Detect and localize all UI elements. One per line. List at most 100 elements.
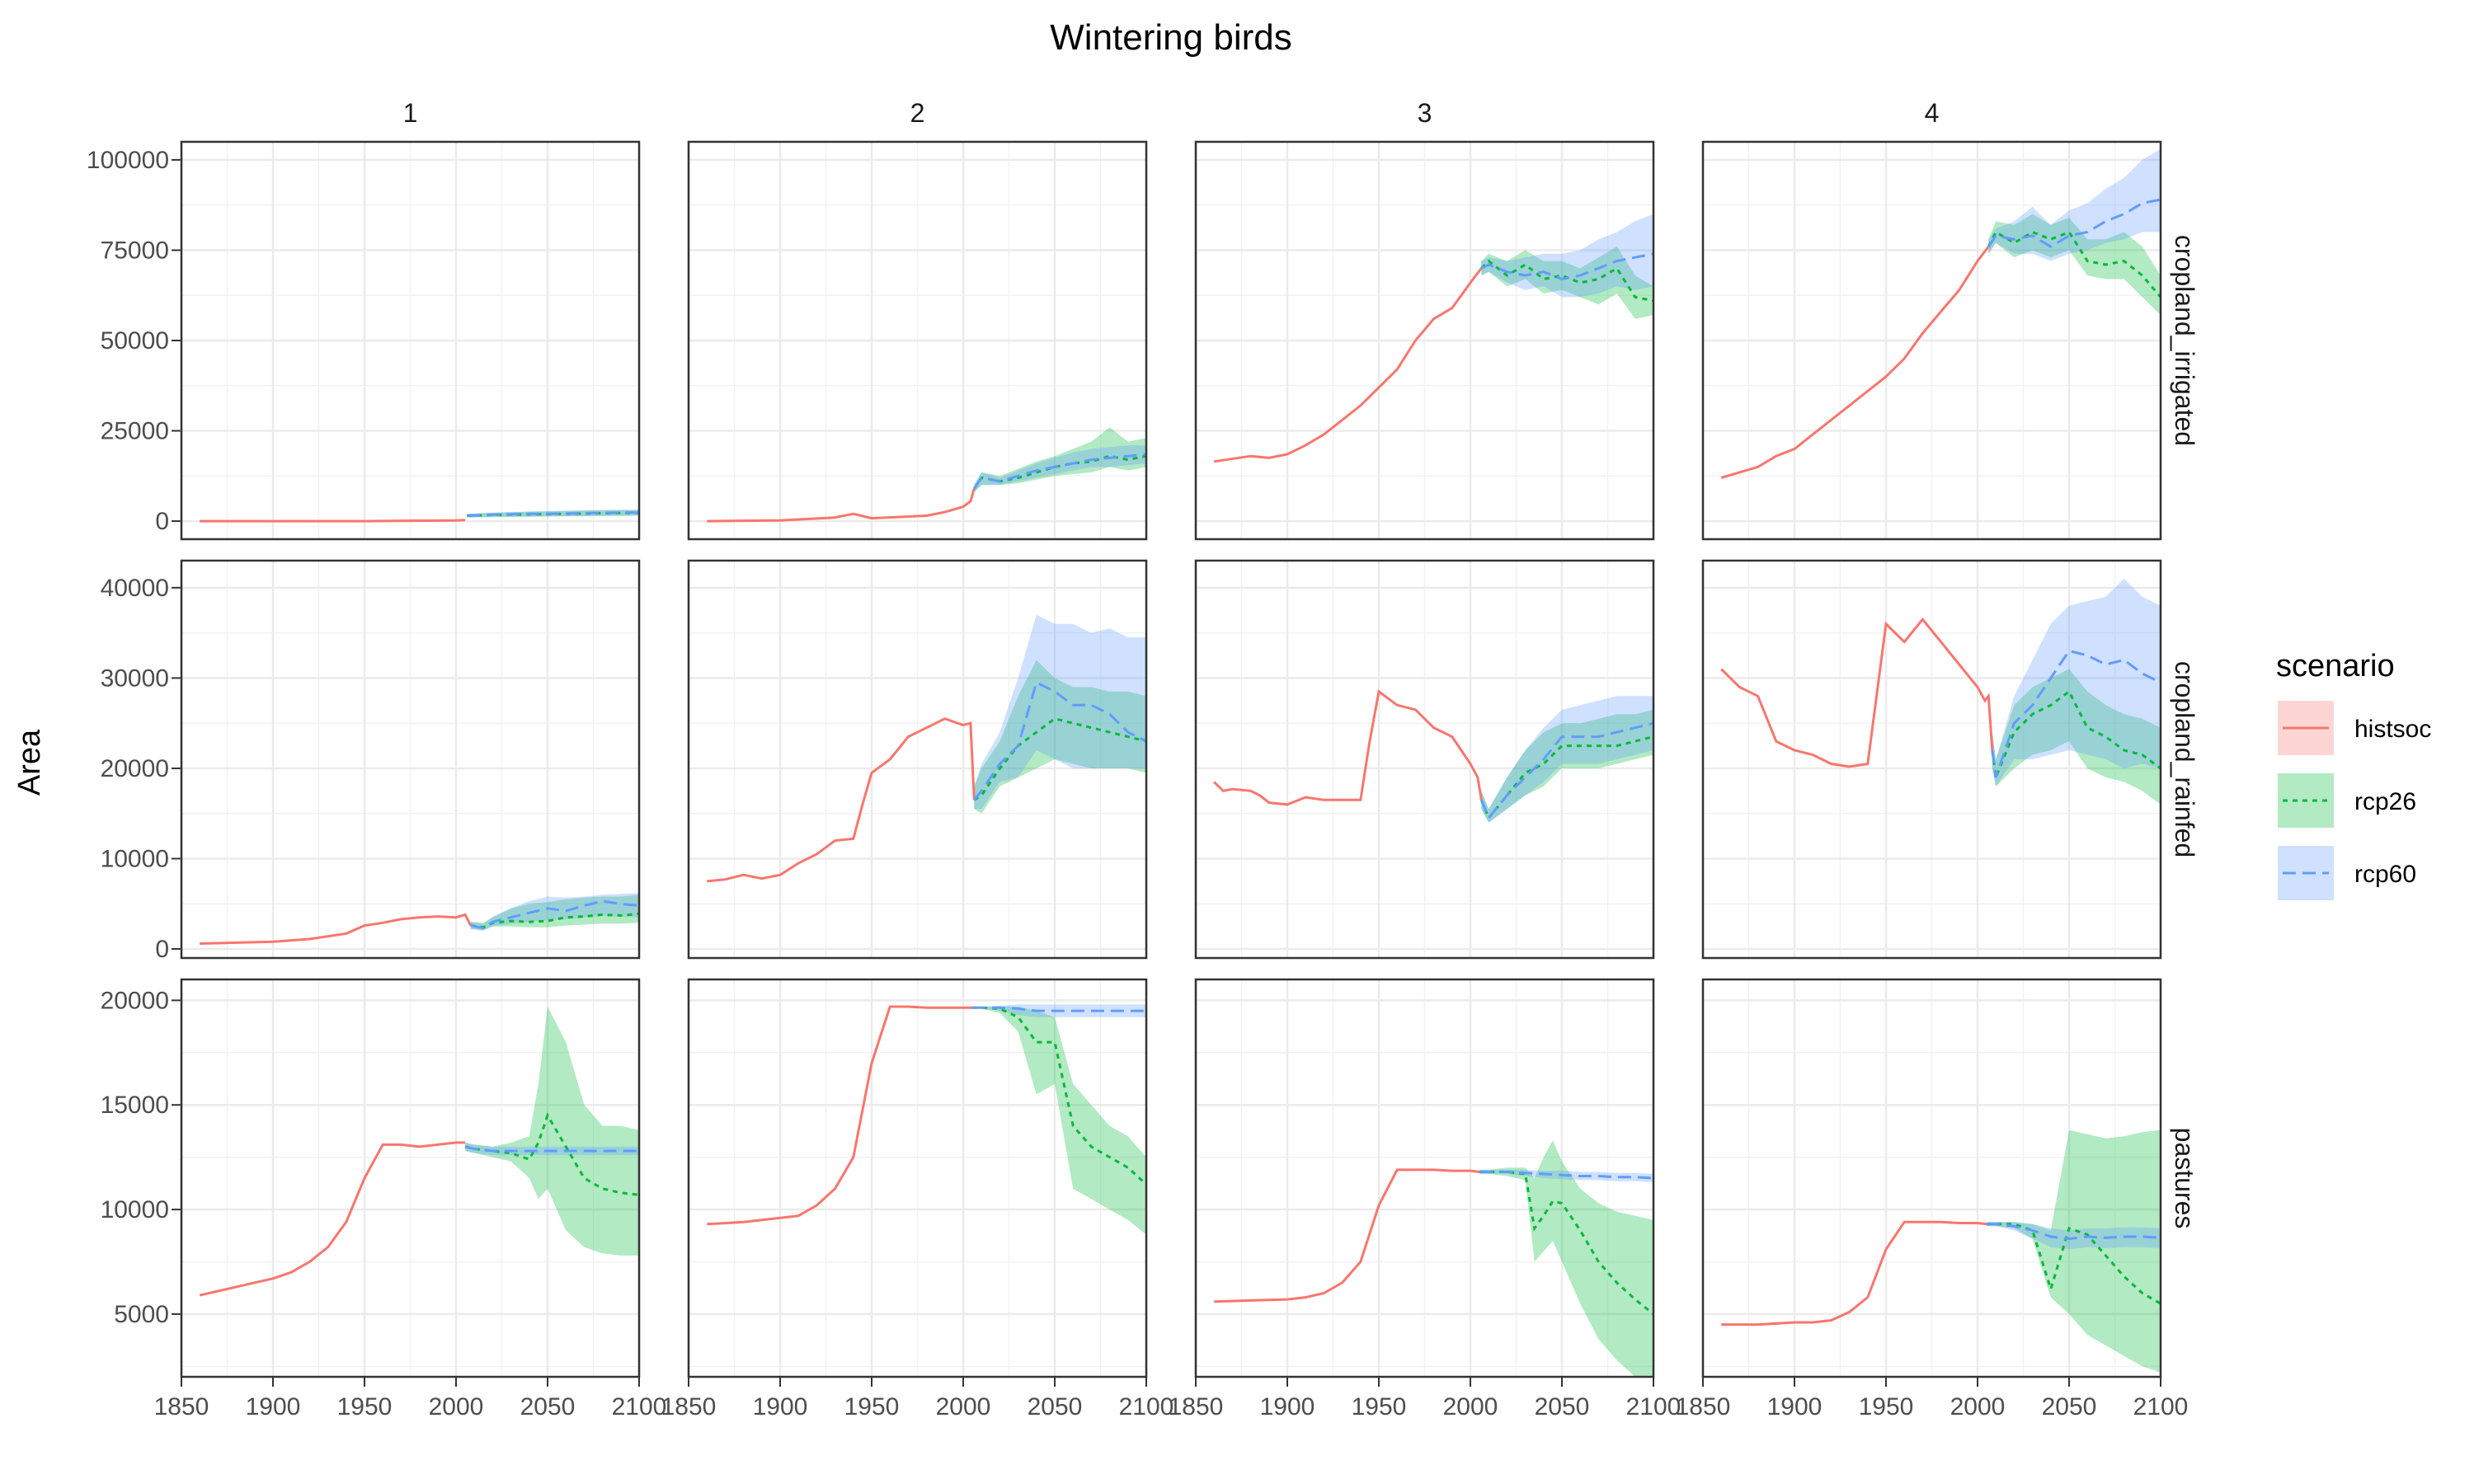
histsoc-line xyxy=(1720,617,1994,768)
x-tick-label: 1900 xyxy=(753,1393,808,1421)
y-tick-label: 0 xyxy=(155,508,169,535)
rcp26-ribbon xyxy=(465,1007,639,1256)
rcp60-line xyxy=(1987,1223,2161,1241)
panel-data xyxy=(1214,1140,1653,1377)
panel-border xyxy=(1194,978,1655,1378)
rcp60-ribbon xyxy=(974,445,1146,492)
rcp60-line xyxy=(470,899,639,930)
facet-panel xyxy=(687,140,1148,541)
rcp26-line xyxy=(973,717,1146,801)
rcp60-line xyxy=(1479,1170,1653,1180)
facet-panel xyxy=(1701,978,2162,1378)
facet-panel xyxy=(687,559,1148,960)
rcp60-line xyxy=(464,1145,639,1153)
panel-border xyxy=(180,140,641,541)
x-tick-label: 1950 xyxy=(844,1393,900,1421)
rcp60-ribbon xyxy=(974,614,1146,810)
histsoc-line xyxy=(200,913,473,945)
x-tick-label: 1900 xyxy=(246,1393,301,1421)
x-tick-label: 2000 xyxy=(1950,1393,2006,1421)
legend-label: rcp60 xyxy=(2354,861,2416,888)
x-tick-label: 1950 xyxy=(337,1393,393,1421)
histsoc-line xyxy=(707,717,976,883)
rcp60-line xyxy=(972,1006,1146,1012)
histsoc-line xyxy=(707,488,976,523)
rcp60-line xyxy=(973,453,1146,490)
x-tick-label: 2100 xyxy=(2133,1393,2189,1421)
rcp26-ribbon xyxy=(972,1007,1146,1235)
x-tick-label: 1850 xyxy=(1676,1393,1731,1421)
x-tick-label: 2000 xyxy=(429,1393,484,1421)
histsoc-line xyxy=(199,1141,466,1297)
rcp26-ribbon xyxy=(1988,214,2161,316)
y-tick-label: 0 xyxy=(155,936,169,963)
rcp60-ribbon xyxy=(1988,148,2161,261)
panel-data xyxy=(707,614,1146,883)
x-tick-label: 1850 xyxy=(661,1393,717,1421)
y-tick-label: 10000 xyxy=(101,846,169,873)
legend: scenario histsoc rcp26 rcp60 xyxy=(2276,649,2431,900)
facet-panel xyxy=(1194,978,1655,1378)
x-tick-label: 1950 xyxy=(1352,1393,1407,1421)
rcp60-line xyxy=(973,680,1146,801)
column-strip-label: 3 xyxy=(1418,98,1432,128)
panel-border xyxy=(687,559,1148,960)
chart-title: Wintering birds xyxy=(1050,17,1291,58)
panel-border xyxy=(1701,140,2162,541)
x-tick-label: 1850 xyxy=(1169,1393,1224,1421)
panel-border xyxy=(1194,140,1655,541)
y-tick-label: 50000 xyxy=(101,327,169,355)
y-tick-label: 5000 xyxy=(114,1301,169,1328)
panel-border xyxy=(687,978,1148,1378)
y-axis-title: Area xyxy=(12,729,47,796)
panel-data xyxy=(1721,1129,2161,1373)
row-strip-label: cropland_rainfed xyxy=(2170,661,2199,857)
facet-panel xyxy=(1194,559,1655,960)
rcp26-ribbon xyxy=(1481,709,1653,823)
rcp26-ribbon xyxy=(1992,669,2161,805)
rcp26-ribbon xyxy=(974,660,1146,814)
y-tick-label: 30000 xyxy=(101,665,169,692)
panel-data xyxy=(1213,214,1653,463)
x-tick-label: 2000 xyxy=(936,1393,991,1421)
panel-data xyxy=(199,1007,639,1297)
x-tick-label: 1950 xyxy=(1859,1393,1914,1421)
histsoc-line xyxy=(1214,1168,1480,1303)
rcp60-line xyxy=(1480,252,1653,281)
panel-border xyxy=(180,559,641,960)
rcp60-ribbon xyxy=(1481,696,1653,823)
y-tick-label: 40000 xyxy=(101,575,169,602)
y-tick-label: 10000 xyxy=(101,1196,169,1223)
y-tick-label: 75000 xyxy=(101,237,169,264)
y-tick-label: 20000 xyxy=(101,987,169,1014)
facet-panels: 1 2 3 4cropland_irrigated025000500007500010… xyxy=(87,98,2199,1421)
x-tick-label: 2050 xyxy=(1028,1393,1083,1421)
legend-title: scenario xyxy=(2276,649,2395,683)
legend-key: rcp60 xyxy=(2278,846,2416,900)
x-tick-label: 2050 xyxy=(1535,1393,1590,1421)
y-tick-label: 15000 xyxy=(101,1092,169,1119)
histsoc-line xyxy=(1721,1220,1987,1327)
panel-data xyxy=(200,893,639,945)
rcp60-line xyxy=(1479,721,1653,821)
facet-panel xyxy=(180,559,641,960)
panel-border xyxy=(1701,978,2162,1378)
rcp60-line xyxy=(1987,198,2161,248)
histsoc-line xyxy=(1213,689,1483,806)
column-strip-label: 2 xyxy=(910,98,925,128)
panel-data xyxy=(200,510,639,523)
y-tick-label: 20000 xyxy=(101,755,169,782)
legend-key: histsoc xyxy=(2278,701,2431,755)
facet-panel xyxy=(1194,140,1655,541)
rcp26-line xyxy=(470,912,639,929)
rcp26-line xyxy=(464,1112,639,1196)
x-tick-label: 2050 xyxy=(520,1393,576,1421)
histsoc-line xyxy=(707,1005,973,1226)
y-tick-label: 25000 xyxy=(101,418,169,445)
rcp26-line xyxy=(1991,689,2161,782)
row-strip-label: pastures xyxy=(2170,1128,2199,1229)
facet-panel xyxy=(687,978,1148,1378)
rcp26-ribbon xyxy=(1987,1129,2161,1373)
x-tick-label: 2000 xyxy=(1443,1393,1498,1421)
